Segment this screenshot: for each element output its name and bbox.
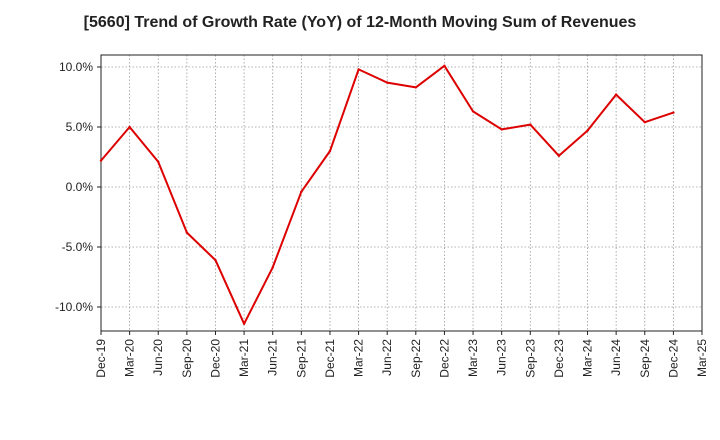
data-point bbox=[471, 110, 475, 113]
x-tick-label: Mar-25 bbox=[695, 339, 709, 377]
data-point bbox=[242, 322, 246, 325]
data-point bbox=[185, 231, 189, 234]
x-tick-label: Jun-22 bbox=[380, 339, 394, 376]
data-point bbox=[557, 154, 561, 157]
x-tick-label: Dec-22 bbox=[437, 339, 451, 378]
y-tick-label: 5.0% bbox=[66, 120, 94, 134]
data-point bbox=[586, 129, 589, 132]
x-tick-label: Mar-22 bbox=[352, 339, 366, 377]
data-point bbox=[643, 121, 646, 124]
data-point bbox=[443, 64, 446, 68]
y-tick-label: 0.0% bbox=[66, 180, 94, 194]
x-tick-label: Dec-24 bbox=[666, 339, 680, 378]
x-tick-label: Mar-23 bbox=[466, 339, 480, 377]
data-point bbox=[385, 81, 389, 84]
data-point bbox=[414, 86, 418, 89]
chart-title: [5660] Trend of Growth Rate (YoY) of 12-… bbox=[83, 14, 637, 31]
data-point bbox=[328, 149, 332, 153]
x-tick-label: Sep-24 bbox=[638, 339, 652, 378]
y-tick-label: 10.0% bbox=[59, 60, 93, 74]
data-point bbox=[614, 93, 618, 96]
x-tick-label: Dec-19 bbox=[94, 339, 108, 378]
y-tick-label: -10.0% bbox=[55, 300, 93, 314]
y-axis-ticks: 10.0% 5.0% 0.0% -5.0% -10.0% bbox=[55, 60, 101, 314]
grid-layer bbox=[101, 55, 702, 331]
x-tick-label: Sep-22 bbox=[409, 339, 423, 378]
x-tick-label: Mar-21 bbox=[237, 339, 251, 377]
x-tick-label: Jun-21 bbox=[266, 339, 280, 376]
plot-frame bbox=[100, 54, 703, 332]
x-tick-label: Sep-20 bbox=[180, 339, 194, 378]
data-point bbox=[500, 128, 503, 131]
x-axis-ticks: Dec-19 Mar-20 Jun-20 Sep-20 Dec-20 Mar-21 Jun-… bbox=[94, 331, 709, 378]
data-point bbox=[672, 111, 675, 114]
x-tick-label: Jun-24 bbox=[609, 339, 623, 376]
x-tick-label: Sep-23 bbox=[523, 339, 537, 378]
data-point bbox=[128, 125, 131, 129]
x-tick-label: Jun-23 bbox=[495, 339, 509, 376]
y-tick-label: -5.0% bbox=[62, 240, 94, 254]
series-layer bbox=[99, 64, 675, 325]
x-tick-label: Mar-24 bbox=[581, 339, 595, 377]
x-tick-label: Dec-20 bbox=[208, 339, 222, 378]
x-tick-label: Dec-21 bbox=[323, 339, 337, 378]
data-point bbox=[157, 160, 160, 163]
data-point bbox=[357, 68, 360, 71]
data-point bbox=[99, 159, 103, 162]
x-tick-label: Sep-21 bbox=[294, 339, 308, 378]
x-tick-label: Jun-20 bbox=[151, 339, 165, 376]
x-tick-label: Dec-23 bbox=[552, 339, 566, 378]
data-point bbox=[214, 259, 217, 262]
data-point bbox=[529, 123, 532, 126]
data-point bbox=[271, 266, 274, 269]
x-tick-label: Mar-20 bbox=[123, 339, 137, 377]
data-point bbox=[300, 190, 303, 193]
